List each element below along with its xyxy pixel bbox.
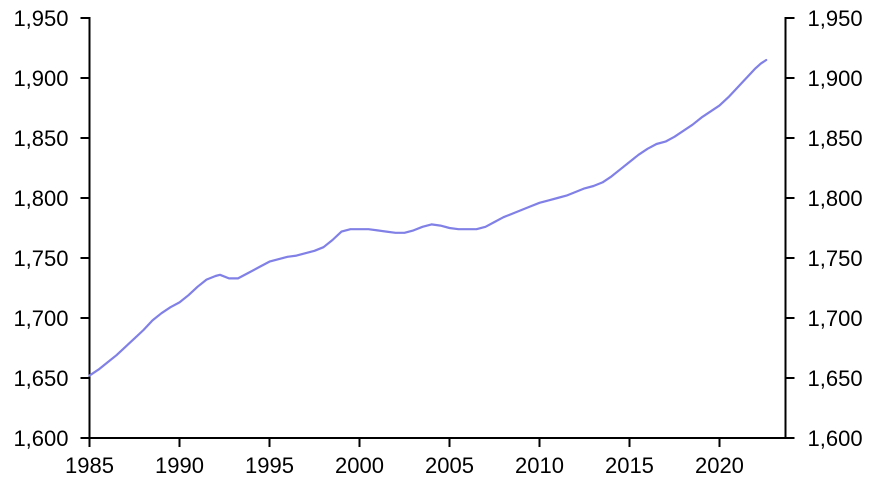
x-tick-label: 2015 — [605, 453, 654, 478]
y-tick-label-left: 1,650 — [13, 366, 68, 391]
y-tick-label-right: 1,850 — [808, 126, 863, 151]
y-tick-label-right: 1,700 — [808, 306, 863, 331]
y-tick-label-left: 1,900 — [13, 66, 68, 91]
y-tick-label-right: 1,600 — [808, 426, 863, 451]
x-tick-label: 2020 — [695, 453, 744, 478]
y-tick-label-left: 1,800 — [13, 186, 68, 211]
x-tick-label: 2000 — [335, 453, 384, 478]
x-tick-label: 1990 — [155, 453, 204, 478]
y-tick-label-left: 1,750 — [13, 246, 68, 271]
y-tick-label-right: 1,800 — [808, 186, 863, 211]
y-tick-label-right: 1,950 — [808, 6, 863, 31]
x-tick-label: 1995 — [245, 453, 294, 478]
x-tick-label: 2005 — [425, 453, 474, 478]
y-tick-label-right: 1,650 — [808, 366, 863, 391]
y-tick-label-left: 1,700 — [13, 306, 68, 331]
x-tick-label: 2010 — [515, 453, 564, 478]
y-tick-label-left: 1,600 — [13, 426, 68, 451]
y-tick-label-left: 1,850 — [13, 126, 68, 151]
y-tick-label-right: 1,900 — [808, 66, 863, 91]
data-line — [88, 58, 768, 377]
x-tick-label: 1985 — [65, 453, 114, 478]
y-tick-label-left: 1,950 — [13, 6, 68, 31]
y-tick-label-right: 1,750 — [808, 246, 863, 271]
